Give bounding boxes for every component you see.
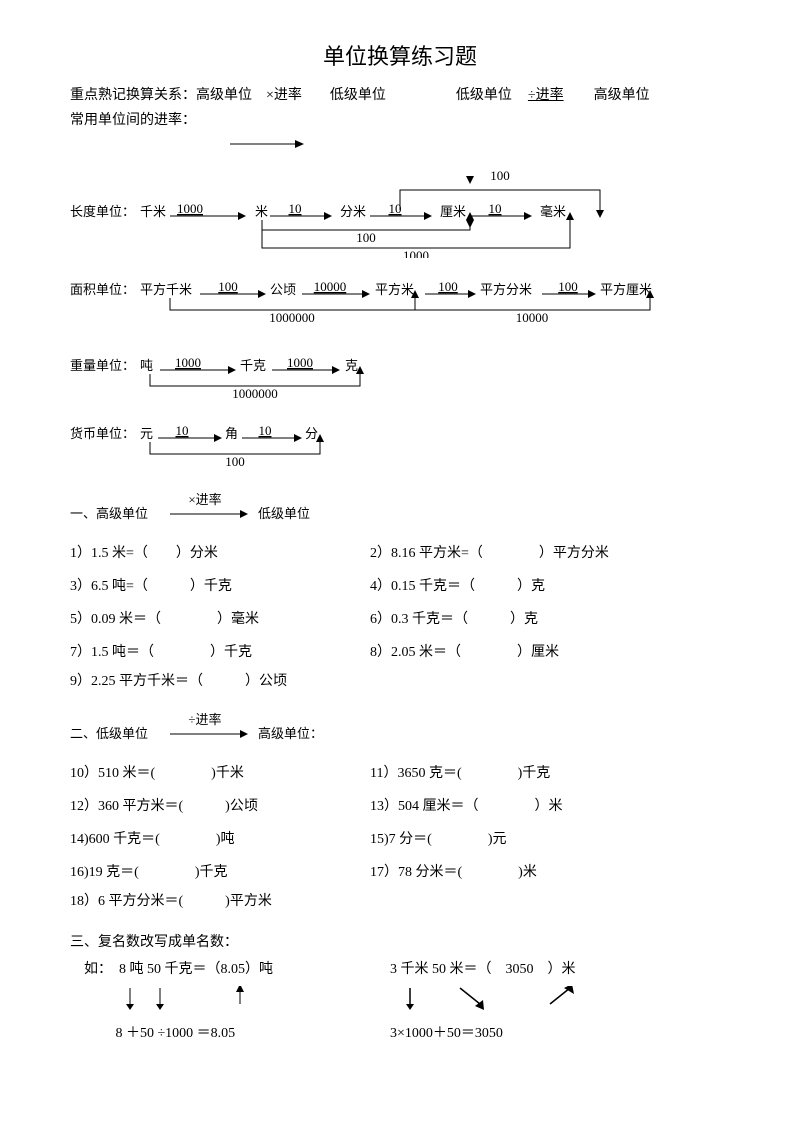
svg-text:克: 克 (345, 358, 358, 373)
svg-text:1000: 1000 (403, 248, 429, 258)
svg-text:高级单位：: 高级单位： (258, 726, 323, 741)
svg-text:公顷: 公顷 (270, 282, 296, 297)
q10: 10）510 米＝( )千米 (70, 763, 370, 784)
q16: 16)19 克＝( )千克 (70, 862, 370, 883)
svg-text:10: 10 (489, 201, 502, 216)
intro-line2: 常用单位间的进率： (70, 110, 730, 131)
svg-text:÷进率: ÷进率 (188, 712, 221, 727)
svg-text:1000: 1000 (177, 201, 203, 216)
svg-text:100: 100 (490, 168, 510, 183)
q7: 7）1.5 吨＝（ ）千克 (70, 642, 370, 663)
svg-text:吨: 吨 (140, 358, 153, 373)
q15: 15)7 分＝( )元 (370, 829, 730, 850)
svg-text:米: 米 (255, 204, 268, 219)
svg-text:10000: 10000 (516, 310, 549, 325)
svg-text:100: 100 (558, 279, 578, 294)
ex2b: 3×1000＋50＝3050 (390, 1023, 730, 1044)
svg-text:平方米: 平方米 (375, 282, 414, 297)
page-title: 单位换算练习题 (70, 40, 730, 73)
svg-text:10: 10 (389, 201, 402, 216)
svg-text:100: 100 (218, 279, 238, 294)
q13: 13）504 厘米＝（ ）米 (370, 796, 730, 817)
weight-diagram: 重量单位： 吨 千克 克 1000 1000 1000000 (70, 354, 730, 404)
svg-text:分米: 分米 (340, 204, 366, 219)
q17: 17）78 分米＝( )米 (370, 862, 730, 883)
svg-text:平方分米: 平方分米 (480, 282, 532, 297)
intro-1a: 重点熟记换算关系：高级单位 ×进率 低级单位 低级单位 (70, 88, 526, 103)
svg-text:重量单位：: 重量单位： (70, 358, 135, 373)
svg-text:低级单位: 低级单位 (258, 506, 310, 521)
svg-text:千克: 千克 (240, 358, 266, 373)
intro-1b: ÷进率 (526, 88, 566, 103)
svg-text:1000000: 1000000 (232, 386, 278, 401)
svg-text:二、低级单位: 二、低级单位 (70, 726, 148, 741)
q1: 1）1.5 米=（ ）分米 (70, 543, 370, 564)
q2: 2）8.16 平方米=（ ）平方分米 (370, 543, 730, 564)
svg-text:10000: 10000 (314, 279, 347, 294)
q4: 4）0.15 千克＝（ ）克 (370, 576, 730, 597)
svg-text:分: 分 (305, 426, 318, 441)
svg-text:100: 100 (356, 230, 376, 245)
svg-text:面积单位：: 面积单位： (70, 282, 135, 297)
intro-1c: 高级单位 (566, 88, 650, 103)
svg-text:10: 10 (289, 201, 302, 216)
intro-line1: 重点熟记换算关系：高级单位 ×进率 低级单位 低级单位 ÷进率 高级单位 (70, 85, 730, 106)
q5: 5）0.09 米＝（ ）毫米 (70, 609, 370, 630)
money-diagram: 货币单位： 元 角 分 10 10 100 (70, 422, 730, 472)
intro-block: 重点熟记换算关系：高级单位 ×进率 低级单位 低级单位 ÷进率 高级单位 常用单… (70, 85, 730, 160)
section1-head: 一、高级单位 ×进率 低级单位 (70, 492, 730, 533)
q18: 18）6 平方分米＝( )平方米 (70, 891, 730, 912)
svg-text:毫米: 毫米 (540, 204, 566, 219)
svg-text:×进率: ×进率 (188, 492, 221, 507)
q12: 12）360 平方米＝( )公顷 (70, 796, 370, 817)
svg-text:货币单位：: 货币单位： (70, 426, 135, 441)
ex-arrows (70, 986, 730, 1017)
svg-text:1000: 1000 (175, 355, 201, 370)
svg-text:厘米: 厘米 (440, 204, 466, 219)
svg-text:10: 10 (259, 423, 272, 438)
svg-text:10: 10 (176, 423, 189, 438)
q9: 9）2.25 平方千米＝（ ）公顷 (70, 671, 730, 692)
q11: 11）3650 克＝( )千克 (370, 763, 730, 784)
intro-arrow (70, 135, 390, 153)
q3: 3）6.5 吨=（ ）千克 (70, 576, 370, 597)
ex1a: 如： 8 吨 50 千克＝（8.05）吨 (70, 959, 390, 980)
svg-text:平方厘米: 平方厘米 (600, 282, 652, 297)
section3-head: 三、复名数改写成单名数： (70, 932, 730, 953)
section2-head: 二、低级单位 ÷进率 高级单位： (70, 712, 730, 753)
svg-text:长度单位：: 长度单位： (70, 204, 135, 219)
area-diagram: 面积单位： 平方千米 公顷 平方米 平方分米 平方厘米 100 10000 10… (70, 276, 730, 336)
svg-text:100: 100 (225, 454, 245, 469)
q6: 6）0.3 千克＝（ ）克 (370, 609, 730, 630)
svg-text:1000: 1000 (287, 355, 313, 370)
svg-text:千米: 千米 (140, 204, 166, 219)
svg-text:一、高级单位: 一、高级单位 (70, 506, 148, 521)
ex1b: 3 千米 50 米＝（ 3050 ）米 (390, 959, 730, 980)
svg-text:1000000: 1000000 (269, 310, 315, 325)
ex2a: 8 ＋50 ÷1000 ＝8.05 (70, 1023, 390, 1044)
svg-text:平方千米: 平方千米 (140, 282, 192, 297)
q14: 14)600 千克＝( )吨 (70, 829, 370, 850)
svg-text:角: 角 (225, 426, 238, 441)
q8: 8）2.05 米＝（ ）厘米 (370, 642, 730, 663)
svg-text:元: 元 (140, 426, 153, 441)
svg-text:100: 100 (438, 279, 458, 294)
length-diagram: 100 长度单位： 千米 米 分米 厘米 毫米 1000 10 10 10 10… (70, 168, 730, 258)
